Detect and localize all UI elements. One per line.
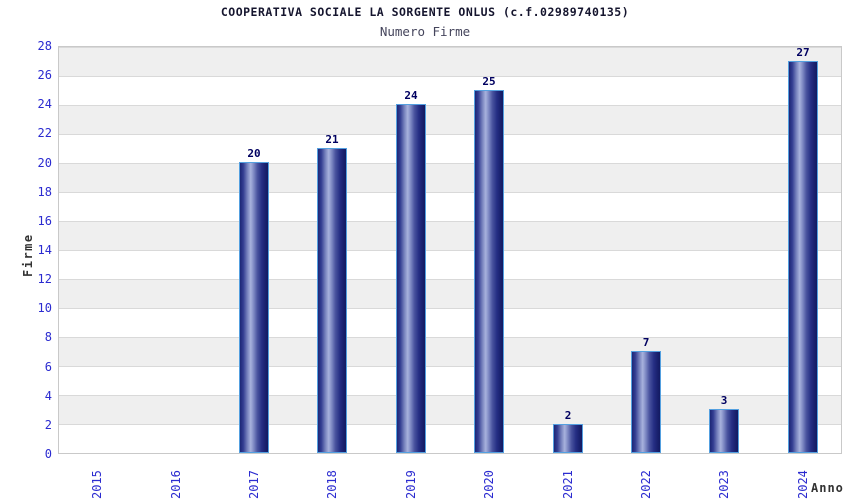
y-tick-label: 4 — [44, 389, 52, 403]
bar-value-label: 2 — [564, 409, 572, 422]
y-tick-label: 14 — [37, 243, 52, 257]
bar-2019 — [396, 104, 426, 453]
y-tick-label: 28 — [37, 39, 52, 53]
y-tick-label: 22 — [37, 126, 52, 140]
bar-2021 — [553, 424, 583, 453]
y-tick-label: 26 — [37, 68, 52, 82]
y-tick-label: 8 — [44, 330, 52, 344]
bar-value-label: 21 — [325, 133, 339, 146]
bar-value-label: 20 — [247, 147, 261, 160]
x-tick-label: 2022 — [639, 470, 653, 499]
chart-subtitle: Numero Firme — [379, 24, 471, 39]
y-tick-label: 16 — [37, 214, 52, 228]
x-tick-label: 2023 — [717, 470, 731, 499]
bar-2020 — [474, 90, 504, 453]
x-tick-label: 2017 — [247, 470, 261, 499]
x-tick-label: 2015 — [90, 470, 104, 499]
x-tick-label: 2024 — [796, 470, 810, 499]
bar-2023 — [709, 409, 739, 453]
x-tick-label: 2018 — [325, 470, 339, 499]
x-tick-label: 2016 — [169, 470, 183, 499]
plot-area — [58, 46, 842, 454]
y-tick-label: 24 — [37, 97, 52, 111]
bar-value-label: 27 — [796, 46, 810, 59]
y-tick-label: 18 — [37, 185, 52, 199]
bar-value-label: 3 — [720, 394, 728, 407]
y-tick-label: 0 — [44, 447, 52, 461]
bar-value-label: 25 — [482, 75, 496, 88]
x-tick-label: 2019 — [404, 470, 418, 499]
y-tick-label: 6 — [44, 360, 52, 374]
bar-value-label: 7 — [642, 336, 650, 349]
y-tick-label: 20 — [37, 156, 52, 170]
chart-title: COOPERATIVA SOCIALE LA SORGENTE ONLUS (c… — [220, 5, 630, 19]
x-tick-label: 2020 — [482, 470, 496, 499]
y-tick-label: 10 — [37, 301, 52, 315]
bar-2017 — [239, 162, 269, 453]
bar-2024 — [788, 61, 818, 453]
bar-value-label: 24 — [404, 89, 418, 102]
y-tick-label: 2 — [44, 418, 52, 432]
bar-2022 — [631, 351, 661, 453]
x-tick-label: 2021 — [561, 470, 575, 499]
x-axis-title: Anno — [811, 481, 844, 495]
y-tick-label: 12 — [37, 272, 52, 286]
bar-2018 — [317, 148, 347, 453]
